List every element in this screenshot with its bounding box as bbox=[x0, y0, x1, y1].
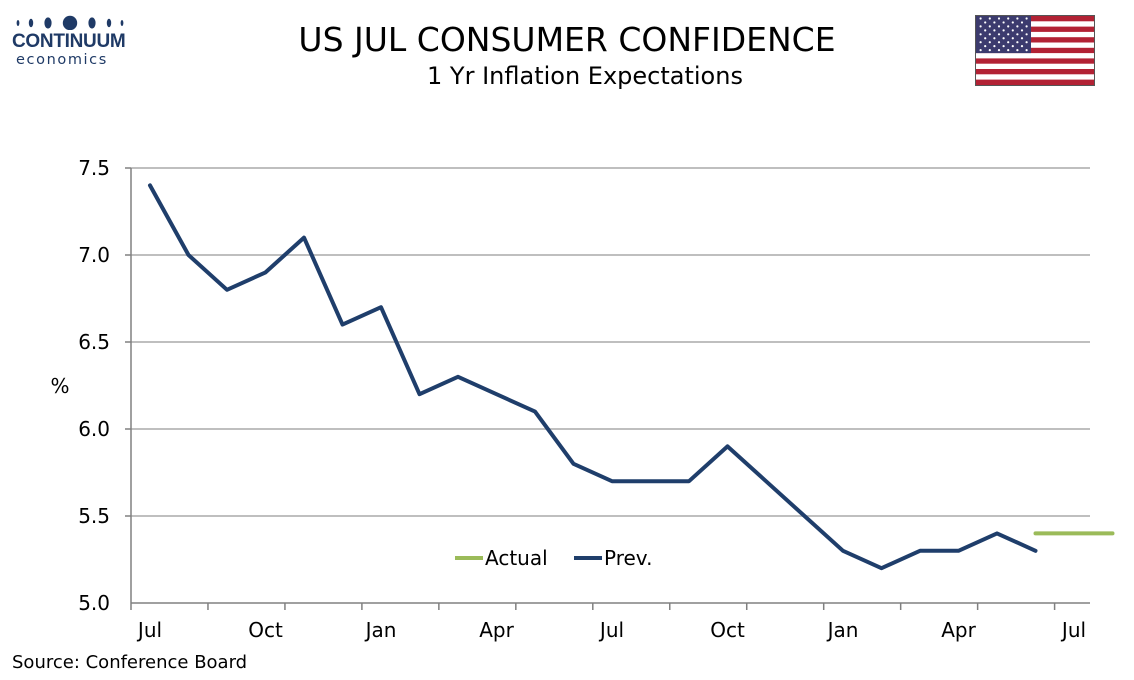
flag-star bbox=[1007, 25, 1010, 28]
source-note: Source: Conference Board bbox=[12, 652, 248, 673]
flag-star bbox=[1025, 17, 1028, 20]
flag-star bbox=[984, 29, 987, 32]
x-tick-label: Oct bbox=[710, 618, 745, 642]
flag-star bbox=[979, 41, 982, 44]
axes: 5.0 5.5 6.0 6.5 7.0 7.5 Jul Oct Jan Apr Jul Oct Jan A… bbox=[78, 156, 1090, 642]
flag-star bbox=[1002, 37, 1005, 40]
chart-subtitle: 1 Yr Inflation Expectations bbox=[427, 62, 743, 90]
flag-star bbox=[1016, 25, 1019, 28]
flag-star bbox=[1020, 45, 1024, 48]
flag-star bbox=[993, 37, 996, 40]
series-line-prev bbox=[148, 183, 1038, 571]
flag-star bbox=[997, 25, 1001, 28]
flag-star bbox=[1016, 41, 1019, 44]
flag-star bbox=[984, 37, 987, 40]
flag-star bbox=[1016, 49, 1019, 52]
logo-dots-icon bbox=[16, 15, 124, 30]
flag-star bbox=[997, 41, 1001, 44]
flag-star bbox=[1007, 33, 1010, 36]
continuum-logo: CONTINUUM economics bbox=[12, 14, 138, 68]
series-lines bbox=[148, 183, 1115, 571]
gridlines bbox=[131, 167, 1090, 517]
flag-star bbox=[979, 33, 982, 36]
flag-star bbox=[988, 17, 991, 20]
flag-star bbox=[1016, 33, 1019, 36]
flag-star bbox=[1020, 29, 1024, 32]
chart-title: US JUL CONSUMER CONFIDENCE bbox=[298, 20, 836, 59]
flag-star bbox=[984, 21, 987, 24]
flag-star bbox=[997, 33, 1001, 36]
flag-star bbox=[997, 17, 1001, 20]
y-tick-label: 6.0 bbox=[78, 417, 110, 441]
y-axis-label: % bbox=[50, 374, 69, 398]
legend-label: Actual bbox=[485, 546, 548, 570]
y-tick-label: 6.5 bbox=[78, 330, 110, 354]
logo-name: CONTINUUM bbox=[12, 31, 126, 52]
x-tick-label: Jul bbox=[136, 618, 162, 642]
logo-subtitle: economics bbox=[16, 52, 108, 68]
x-tick-label: Jan bbox=[826, 618, 859, 642]
y-tick-label: 7.0 bbox=[78, 243, 110, 267]
flag-star bbox=[1020, 21, 1024, 24]
flag-star bbox=[979, 17, 982, 20]
flag-star bbox=[1002, 29, 1005, 32]
y-tick-label: 5.0 bbox=[78, 591, 110, 615]
y-tick-label: 7.5 bbox=[78, 156, 110, 180]
x-tick-label: Jan bbox=[364, 618, 397, 642]
flag-star bbox=[988, 49, 991, 52]
flag-star bbox=[988, 41, 991, 44]
x-tick-label: Jul bbox=[1060, 618, 1086, 642]
flag-star bbox=[1002, 21, 1005, 24]
flag-star bbox=[1025, 33, 1028, 36]
flag-star bbox=[1007, 41, 1010, 44]
flag-star bbox=[1011, 29, 1014, 32]
y-tick-label: 5.5 bbox=[78, 504, 110, 528]
flag-star bbox=[1007, 49, 1010, 52]
x-tick-label: Oct bbox=[248, 618, 283, 642]
us-flag-icon bbox=[975, 15, 1095, 86]
x-tick-label: Apr bbox=[941, 618, 976, 642]
flag-star bbox=[1020, 37, 1024, 40]
legend: Actual Prev. bbox=[455, 546, 652, 570]
flag-star bbox=[1025, 25, 1028, 28]
flag-star bbox=[979, 49, 982, 52]
flag-graphic bbox=[976, 16, 1094, 85]
flag-star bbox=[988, 33, 991, 36]
flag-star bbox=[1025, 49, 1028, 52]
legend-label: Prev. bbox=[604, 546, 652, 570]
flag-star bbox=[993, 21, 996, 24]
flag-star bbox=[993, 29, 996, 32]
flag-star bbox=[979, 25, 982, 28]
flag-star bbox=[997, 49, 1001, 52]
flag-star bbox=[1016, 17, 1019, 20]
flag-star bbox=[1007, 17, 1010, 20]
flag-star bbox=[1025, 41, 1028, 44]
flag-star bbox=[993, 45, 996, 48]
x-tick-label: Apr bbox=[479, 618, 514, 642]
x-tick-label: Jul bbox=[598, 618, 624, 642]
flag-star bbox=[1002, 45, 1005, 48]
flag-star bbox=[988, 25, 991, 28]
flag-star bbox=[1011, 45, 1014, 48]
flag-star bbox=[984, 45, 987, 48]
flag-star bbox=[1011, 37, 1014, 40]
flag-star bbox=[1011, 21, 1014, 24]
